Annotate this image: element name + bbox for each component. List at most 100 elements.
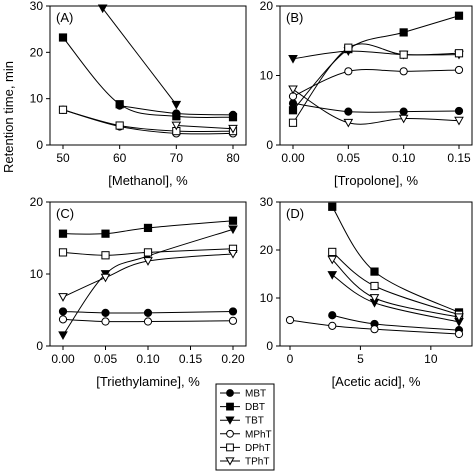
panel-a-series-tpht-point [171, 121, 182, 131]
panel-c-xtick-label: 0.00 [51, 352, 75, 366]
legend-label: DBT [245, 402, 265, 413]
panel-c-series-dbt [58, 216, 238, 238]
panel-d-frame [279, 201, 473, 347]
panel-b-series-mbt-line [292, 102, 460, 113]
panel-b-series-mpht-point [399, 67, 408, 76]
panel-d-series-tpht-point [369, 294, 380, 303]
panel-c-series-tpht-point [100, 273, 111, 283]
panel-b-xlabel: [Tropolone], % [334, 173, 419, 188]
panel-d-label: (D) [286, 206, 304, 221]
legend-entry-mbt: MBT [220, 389, 266, 400]
panel-b-series-mpht-line [292, 69, 460, 97]
panel-d-series-dpht-point [328, 247, 337, 257]
panel-b-series-dpht-point [399, 50, 408, 59]
panel-c-series-mbt-point [143, 308, 153, 317]
panel-d-series-tpht [327, 255, 464, 322]
panel-b-series-tbt-point [288, 54, 298, 64]
panel-a-series-mpht [58, 105, 238, 138]
panel-b-series-dpht-line [292, 43, 460, 124]
panel-a-series-tbt-line [102, 8, 177, 105]
panel-b-xtick-label: 0.10 [392, 151, 416, 165]
panel-b-series-tpht-point [454, 116, 464, 126]
panel-c-series-dbt-point [58, 229, 68, 238]
panel-b-series-dpht-point [288, 118, 298, 127]
panel-b-series-mpht [288, 65, 464, 101]
panel-c-series-dpht-point [143, 248, 153, 257]
panel-c-series-tbt-point [58, 331, 68, 340]
panel-c-series-mbt-point [101, 308, 110, 317]
panel-b-series-mbt [288, 99, 464, 116]
panel-b-series-dpht-point [454, 49, 464, 58]
panel-c-series-dbt-line [62, 220, 234, 235]
legend-entry-mpht: MPhT [220, 429, 272, 440]
panel-c-series-tpht [58, 249, 238, 302]
panel-b-ytick-label: 10 [260, 69, 274, 83]
panel-d-series-dpht-point [370, 281, 379, 291]
panel-b-series-mpht-point [344, 67, 353, 76]
panel-a-series-tbt [97, 4, 182, 110]
panel-a-xtick-label: 50 [56, 151, 70, 165]
panel-a-series-dbt-point [228, 113, 238, 122]
panel-a-frame [49, 5, 247, 146]
panel-d-series-dpht [328, 247, 464, 319]
panel-d-series-mpht-point [454, 329, 464, 339]
legend-marker [226, 402, 234, 411]
panel-a-ytick-label: 10 [30, 92, 44, 106]
legend-label: TPhT [245, 457, 269, 468]
panel-b-series-dpht [288, 43, 464, 127]
panel-b-series-tpht-line [292, 88, 460, 125]
panel-d-series-tbt-line [331, 274, 460, 323]
panel-d-series-tbt [327, 271, 464, 327]
panel-a-series-dbt [58, 33, 238, 122]
panel-d-series-dbt-point [370, 267, 379, 276]
panel-c-series-mbt [58, 307, 238, 317]
legend: MBT DBT TBT MPhT DPhT TPhT [215, 383, 275, 471]
panel-c: 0.00 0.05 0.10 0.15 0.20 0 10 20 (C) [Triethylami… [30, 195, 247, 389]
legend-marker [226, 443, 234, 452]
panel-a-series-tpht-line [176, 125, 234, 130]
panel-a-xtick-label: 80 [226, 151, 240, 165]
panel-b-series-tpht-point [288, 85, 298, 95]
panel-c-series-mpht-point [101, 317, 110, 326]
panel-b-xtick-label: 0.00 [281, 151, 305, 165]
panel-c-ytick-label: 20 [30, 195, 44, 209]
panel-c-series-dpht [58, 244, 238, 260]
panel-a-xlabel: [Methanol], % [108, 173, 188, 188]
panel-d-series-mpht-line [289, 319, 460, 335]
panel-c-series-mpht-point [228, 316, 238, 325]
panel-b-ytick-label: 20 [260, 0, 274, 13]
legend-marker [225, 416, 235, 425]
panel-d-series-mpht-point [370, 325, 379, 334]
panel-d-series-mpht [285, 315, 464, 339]
panel-c-series-dbt-point [228, 216, 238, 225]
panel-a-series-tpht [171, 121, 238, 134]
panel-b-series-dbt-point [288, 106, 298, 115]
panel-a-ytick-label: 30 [30, 0, 44, 13]
panel-c-ytick-label: 0 [36, 339, 43, 353]
legend-marker [225, 457, 235, 466]
panel-a-xtick-label: 60 [113, 151, 127, 165]
panel-a-series-dbt-point [172, 112, 181, 121]
panel-b-frame [279, 5, 473, 146]
panel-b-series-mbt-point [454, 106, 464, 116]
panel-a-ytick-label: 20 [30, 45, 44, 59]
legend-entry-tbt: TBT [220, 416, 264, 427]
panel-d-series-tbt-point [327, 271, 338, 280]
legend-marker [226, 429, 234, 438]
panel-b-series-tpht-point [343, 118, 354, 128]
panel-b-xtick-label: 0.15 [447, 151, 471, 165]
panel-b-series-mbt-point [399, 107, 408, 116]
panel-d-xlabel: [Acetic acid], % [332, 374, 421, 389]
panel-b-series-tbt-line [292, 50, 460, 60]
legend-box [215, 383, 275, 471]
panel-c-label: (C) [56, 206, 74, 221]
panel-d-ytick-label: 10 [260, 291, 274, 305]
legend-label: TBT [245, 416, 264, 427]
panel-c-series-tpht-point [58, 293, 68, 302]
panel-a-series-dbt-point [115, 100, 124, 109]
panel-c-series-tbt-line [62, 228, 234, 336]
panel-b-ytick-label: 0 [266, 138, 273, 152]
panel-d-series-dbt [328, 202, 464, 317]
panel-a-series-dpht-point [58, 105, 68, 114]
